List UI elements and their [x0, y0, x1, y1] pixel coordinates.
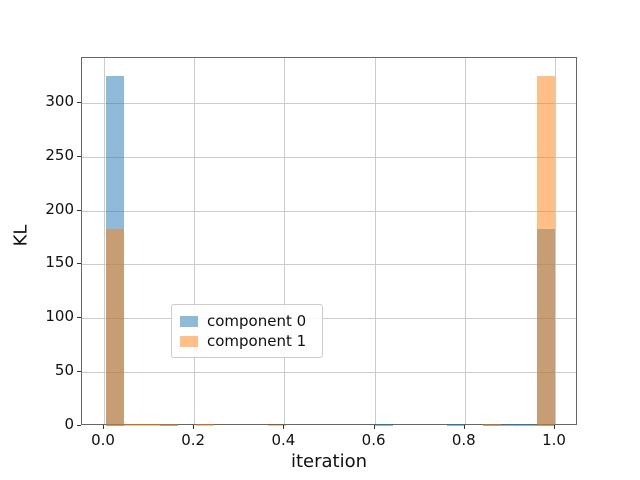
y-tick-mark-100 — [77, 317, 81, 319]
legend-label: component 1 — [207, 332, 307, 350]
gridline-x-0.0 — [104, 58, 105, 424]
x-tick-mark-1.0 — [554, 425, 555, 429]
gridline-x-0.6 — [374, 58, 376, 424]
y-tick-label-200: 200 — [45, 199, 74, 218]
histogram-bar-series1-bin0 — [105, 228, 124, 426]
gridline-y-150 — [82, 264, 576, 266]
plot-area — [81, 57, 577, 426]
y-tick-label-250: 250 — [45, 145, 74, 164]
legend-label: component 0 — [207, 312, 307, 330]
y-tick-label-300: 300 — [45, 91, 74, 110]
x-tick-mark-0.4 — [283, 425, 285, 429]
x-tick-mark-0.8 — [463, 425, 465, 429]
gridline-x-0.8 — [464, 58, 466, 424]
x-tick-label-0.4: 0.4 — [271, 431, 296, 449]
histogram-bar-series1-bin24 — [537, 75, 555, 426]
gridline-x-0.2 — [194, 58, 196, 424]
legend-entry-component-0: component 0 — [180, 311, 314, 331]
x-tick-label-0.0: 0.0 — [91, 431, 115, 449]
x-tick-label-1.0: 1.0 — [542, 431, 566, 449]
histogram-bar-series1-bin5 — [195, 424, 214, 426]
x-tick-mark-0.6 — [373, 425, 375, 429]
histogram-bar-series0-bin22 — [501, 424, 520, 426]
y-tick-label-100: 100 — [45, 307, 74, 326]
y-tick-label-150: 150 — [45, 253, 74, 272]
gridline-y-250 — [82, 156, 576, 158]
histogram-bar-series1-bin3 — [159, 423, 178, 426]
y-tick-mark-300 — [77, 101, 81, 103]
x-tick-label-0.2: 0.2 — [181, 431, 206, 449]
legend-swatch-component-0 — [180, 315, 198, 327]
gridline-y-300 — [82, 102, 576, 104]
y-tick-mark-150 — [77, 263, 81, 265]
histogram-bar-series0-bin15 — [375, 424, 394, 426]
histogram-bar-series0-bin23 — [519, 424, 538, 426]
gridline-y-200 — [82, 210, 576, 212]
legend-swatch-component-1 — [180, 335, 198, 347]
x-tick-label-0.6: 0.6 — [361, 431, 386, 449]
histogram-bar-series0-bin19 — [447, 424, 466, 426]
histogram-bar-series1-bin9 — [267, 424, 286, 426]
y-tick-label-0: 0 — [64, 415, 74, 433]
x-tick-mark-0.0 — [103, 425, 104, 429]
histogram-bar-series1-bin2 — [141, 423, 160, 426]
gridline-x-0.4 — [284, 58, 286, 424]
gridline-y-50 — [82, 372, 576, 374]
histogram-bar-series1-bin21 — [483, 424, 502, 426]
legend-entry-component-1: component 1 — [180, 331, 314, 351]
x-tick-label-0.8: 0.8 — [451, 431, 476, 449]
histogram-bar-series1-bin1 — [123, 423, 142, 426]
y-axis-label: KL — [10, 224, 32, 247]
x-axis-label: iteration — [290, 451, 368, 472]
legend-box: component 0 component 1 — [171, 304, 323, 358]
y-tick-mark-200 — [77, 209, 81, 211]
gridline-x-1.0 — [555, 58, 556, 424]
y-tick-mark-250 — [77, 155, 81, 157]
y-tick-label-50: 50 — [54, 361, 74, 380]
y-tick-mark-50 — [77, 371, 81, 373]
gridline-y-100 — [82, 318, 576, 320]
x-tick-mark-0.2 — [193, 425, 195, 429]
y-tick-mark-0 — [77, 425, 81, 426]
